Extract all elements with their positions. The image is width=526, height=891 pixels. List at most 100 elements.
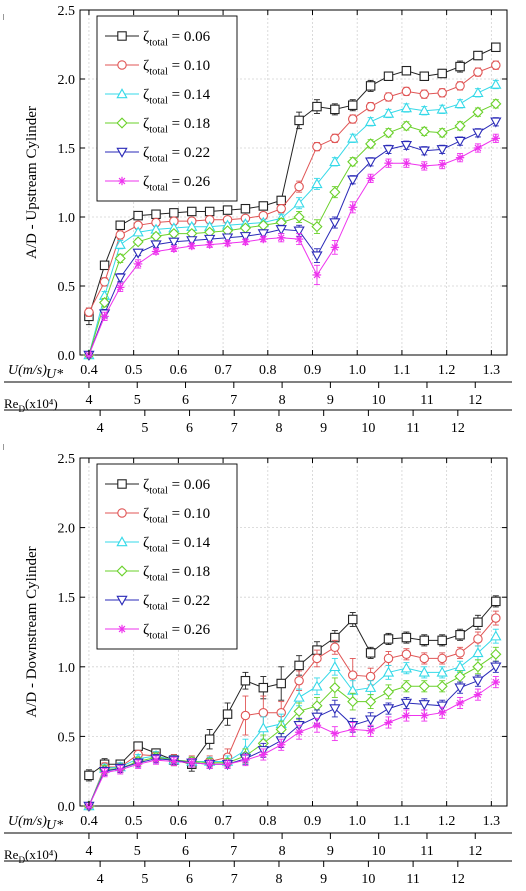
marker-diamond [472, 661, 484, 673]
marker-diamond [418, 680, 430, 692]
marker-square [204, 734, 215, 744]
x-tick-label: 9 [320, 872, 327, 886]
marker-circle [258, 707, 269, 718]
marker-triangle-down [454, 683, 466, 694]
marker-triangle-up [311, 178, 323, 189]
marker-square [437, 68, 447, 79]
legend-item: ζtotal = 0.14 [105, 535, 211, 555]
marker-diamond [418, 125, 430, 138]
marker-circle [84, 307, 94, 317]
y-tick-label: 2.0 [58, 522, 76, 537]
marker-asterisk [437, 708, 447, 717]
marker-circle [117, 508, 127, 518]
marker-asterisk [259, 750, 268, 759]
marker-asterisk [241, 237, 250, 247]
x-tick-label: 5 [134, 844, 141, 859]
x-tick-label: 0.7 [214, 814, 232, 829]
marker-diamond [400, 120, 412, 132]
marker-triangle-down [186, 236, 198, 247]
marker-asterisk [473, 690, 483, 699]
marker-asterisk [402, 711, 411, 720]
x-axis-label: U(m/s) [8, 814, 47, 829]
page-edge-mark [3, 444, 8, 450]
x-tick-label: 11 [420, 393, 433, 408]
marker-diamond [347, 696, 359, 708]
marker-asterisk [259, 234, 268, 244]
marker-circle [365, 101, 376, 112]
marker-circle [347, 114, 358, 124]
x-tick-label: 7 [231, 421, 238, 436]
legend: ζtotal = 0.06 ζtotal = 0.10 ζtotal = 0.14 ζ… [96, 463, 238, 650]
marker-triangle-down [239, 232, 252, 243]
marker-circle [401, 86, 412, 97]
marker-square [151, 209, 161, 219]
marker-asterisk [330, 243, 340, 252]
marker-triangle-up [114, 238, 126, 249]
x-axis-label: U(m/s) [8, 363, 47, 378]
x-tick-label: 9 [320, 421, 327, 436]
marker-diamond [293, 705, 305, 717]
marker-asterisk [455, 153, 465, 162]
marker-triangle-up [329, 155, 341, 167]
marker-asterisk [187, 758, 196, 768]
x-tick-label: 1.0 [348, 363, 366, 378]
x-tick-label: 12 [468, 393, 482, 408]
marker-triangle-down [347, 175, 359, 186]
x-tick-label: 1.1 [393, 814, 411, 829]
marker-asterisk [366, 174, 375, 183]
marker-circle [117, 60, 127, 70]
x-axis-label: ReD(x10⁴) [4, 847, 58, 865]
legend-label: ζtotal = 0.10 [143, 58, 210, 78]
marker-square [347, 100, 358, 110]
x-tick-label: 7 [231, 872, 238, 886]
marker-asterisk [473, 143, 483, 153]
marker-square [258, 201, 269, 211]
marker-triangle-up [400, 662, 413, 673]
marker-triangle-up [418, 666, 430, 677]
y-tick-label: 0.5 [58, 730, 76, 745]
marker-square [347, 614, 358, 625]
marker-square [365, 648, 376, 658]
series-line [88, 681, 497, 807]
marker-asterisk [402, 158, 411, 168]
marker-circle [294, 181, 304, 192]
marker-circle [401, 649, 412, 660]
marker-triangle-down [418, 700, 430, 711]
marker-asterisk [348, 203, 357, 212]
marker-asterisk [366, 726, 375, 736]
marker-diamond [382, 686, 395, 698]
marker-asterisk [116, 765, 125, 775]
marker-circle [383, 92, 394, 102]
marker-triangle-down [364, 157, 377, 168]
marker-diamond [490, 648, 502, 660]
marker-asterisk [241, 755, 250, 765]
marker-diamond [116, 117, 128, 129]
y-tick-label: 0.0 [58, 800, 76, 815]
marker-asterisk [420, 711, 429, 720]
marker-square [383, 634, 394, 644]
x-tick-label: 10 [372, 844, 386, 859]
marker-circle [491, 613, 501, 623]
marker-diamond [472, 106, 484, 118]
marker-square [401, 632, 412, 643]
marker-circle [347, 670, 358, 680]
legend-label: ζtotal = 0.26 [143, 174, 211, 194]
legend-label: ζtotal = 0.10 [143, 506, 210, 526]
series [83, 660, 502, 812]
y-tick-label: 0.5 [58, 280, 76, 295]
x-tick-label: 0.6 [170, 363, 188, 378]
legend-item: ζtotal = 0.14 [105, 87, 211, 107]
legend-item: ζtotal = 0.22 [105, 145, 210, 165]
marker-triangle-up [454, 660, 466, 672]
x-tick-label: 11 [406, 872, 419, 886]
x-tick-label: 5 [134, 393, 141, 408]
x-axis-label: U* [46, 818, 63, 833]
marker-square [473, 50, 483, 61]
marker-diamond [116, 565, 128, 577]
marker-square [169, 208, 179, 218]
legend-box [96, 463, 238, 650]
x-tick-label: 1.1 [393, 363, 411, 378]
y-tick-label: 2.5 [58, 452, 76, 467]
x-tick-label: 12 [468, 844, 482, 859]
marker-circle [419, 89, 430, 99]
